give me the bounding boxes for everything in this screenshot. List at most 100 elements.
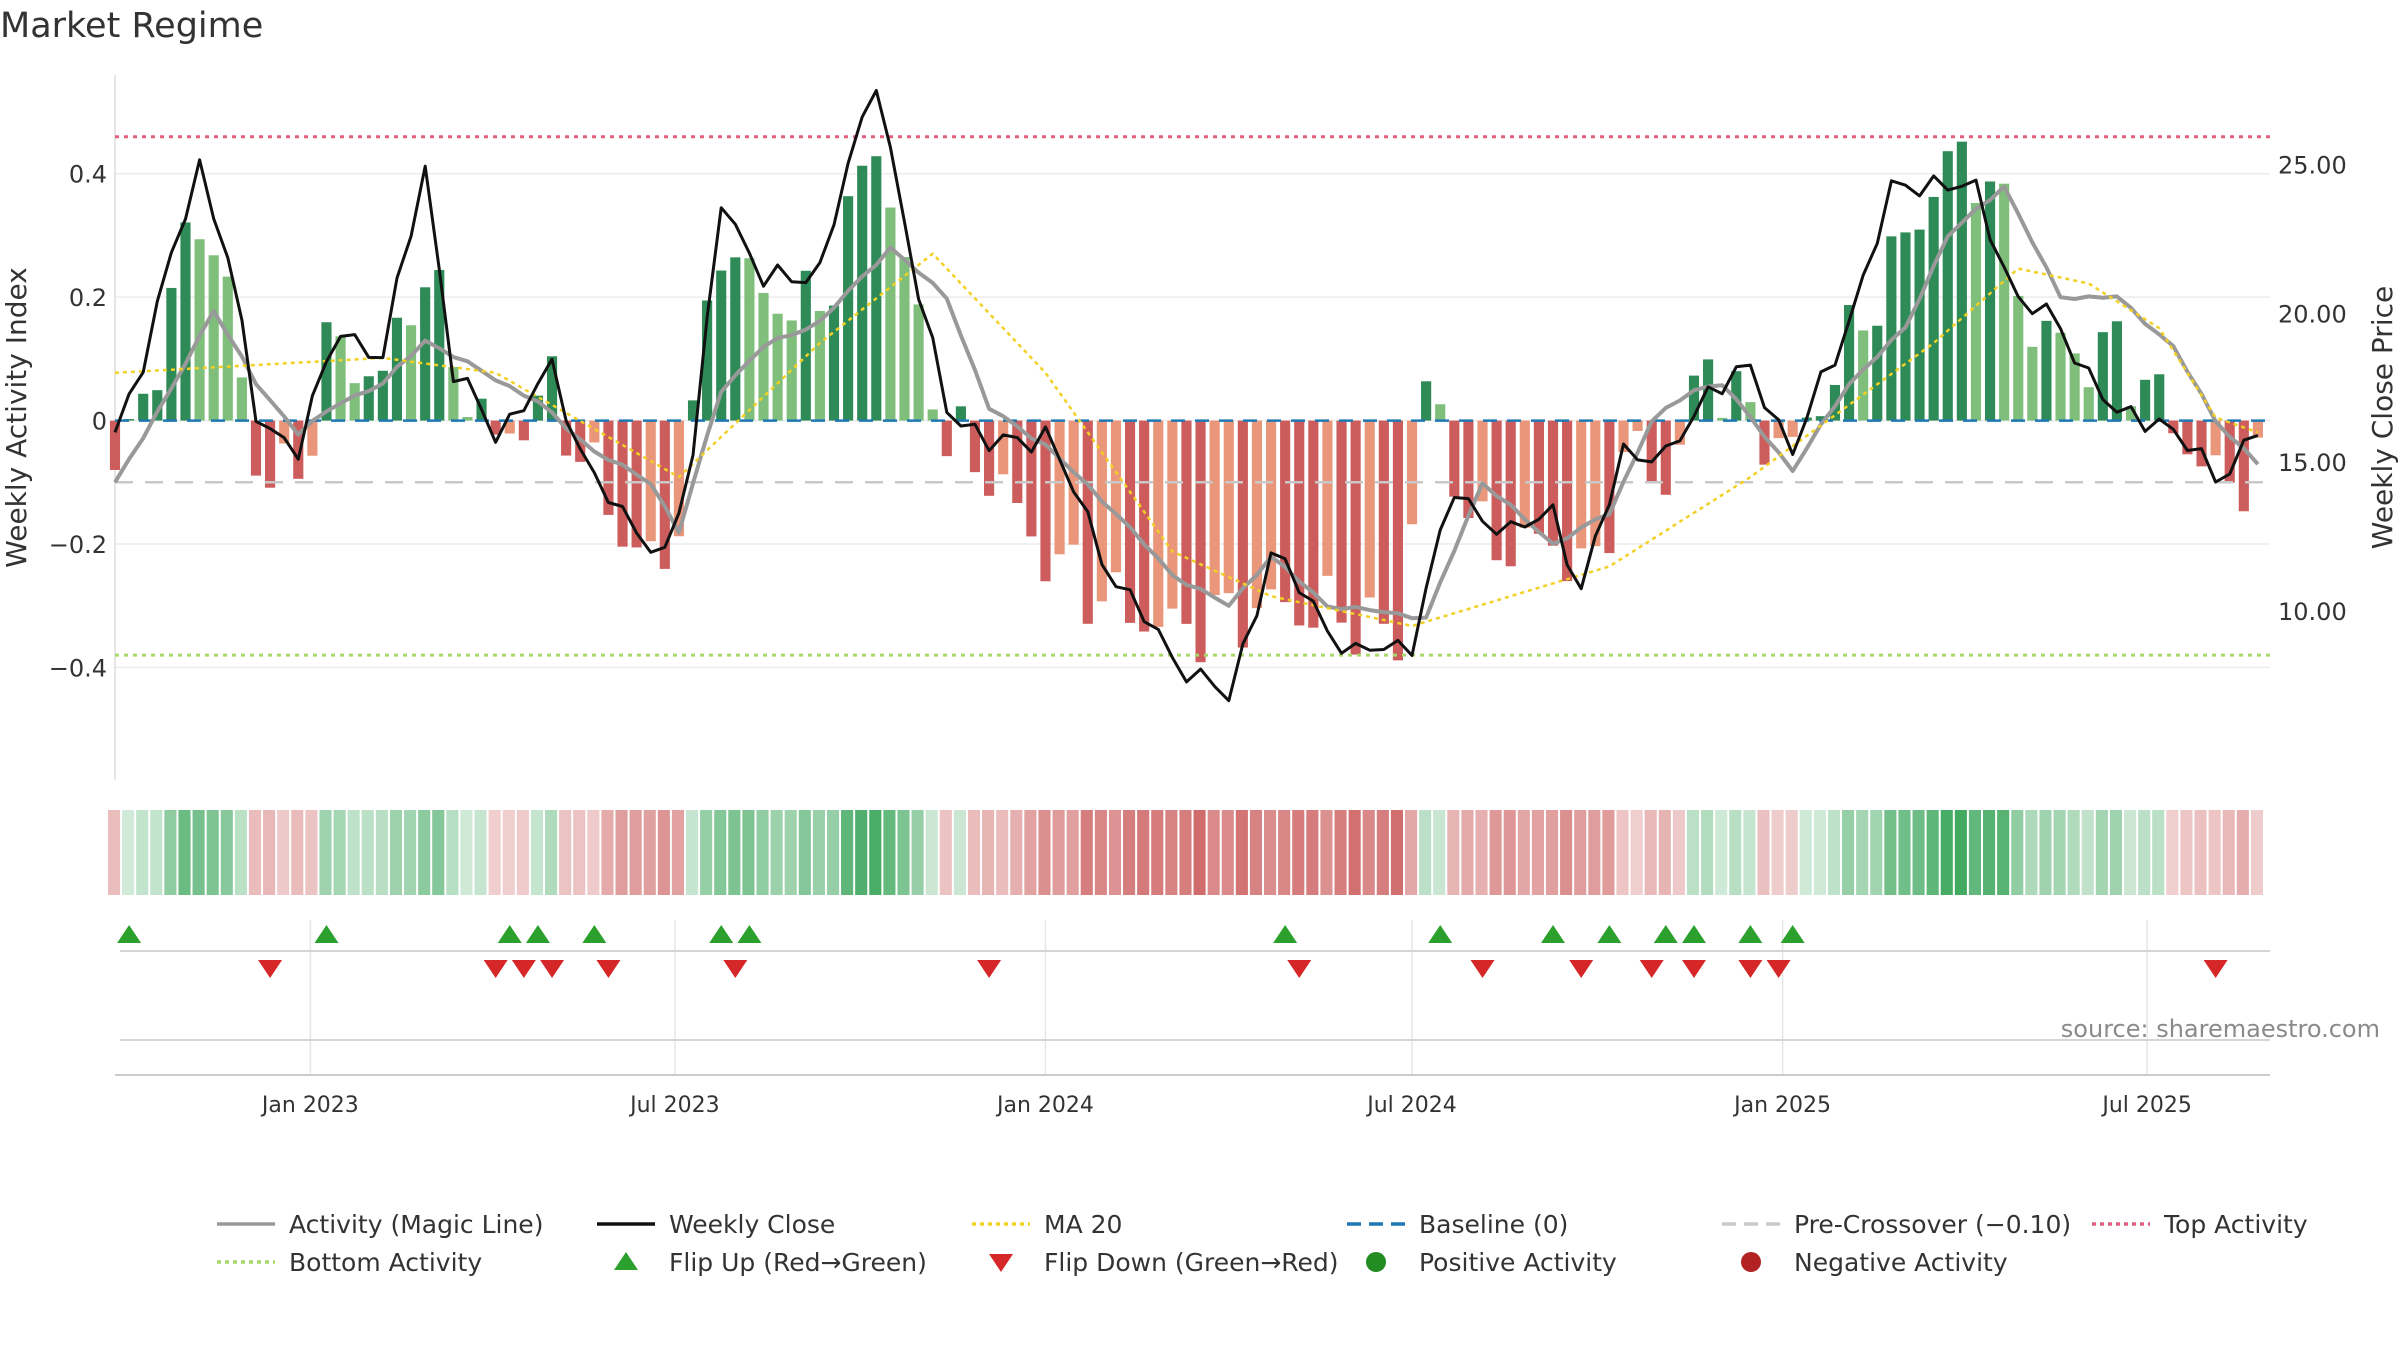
activity-bar — [2224, 420, 2235, 483]
regime-strip-cell — [869, 810, 882, 895]
flip-down-marker — [1639, 960, 1664, 978]
regime-strip-cell — [1193, 810, 1206, 895]
legend-label-ma20: MA 20 — [1044, 1209, 1123, 1239]
regime-strip-cell — [333, 810, 346, 895]
activity-bar — [1110, 420, 1122, 573]
regime-strip-cell — [460, 810, 473, 895]
weekly-close-line — [113, 89, 2259, 703]
regime-strip-cell — [728, 810, 741, 895]
activity-bar — [843, 196, 854, 421]
regime-strip-cell — [1672, 810, 1685, 895]
regime-strip-cell — [2236, 810, 2249, 895]
legend-item-flipup: Flip Up (Red→Green) — [595, 1244, 927, 1280]
activity-bar — [1237, 420, 1248, 648]
regime-strip-cell — [1560, 810, 1573, 895]
activity-bar — [800, 270, 811, 421]
regime-strip-cell — [897, 810, 910, 895]
flip-down-marker — [1470, 960, 1495, 978]
regime-strip-cell — [770, 810, 783, 895]
legend-item-bottom: Bottom Activity — [215, 1244, 482, 1280]
activity-bar — [1618, 420, 1629, 453]
source-label: source: sharemaestro.com — [2060, 1015, 2380, 1043]
activity-bar — [109, 420, 121, 470]
flip-up-marker — [314, 925, 339, 943]
activity-bar — [2111, 321, 2123, 421]
regime-strip-cell — [136, 810, 149, 895]
regime-strip-cell — [192, 810, 205, 895]
activity-bar — [1731, 371, 1742, 421]
activity-bar — [293, 420, 304, 479]
flip-up-marker — [1681, 925, 1706, 943]
activity-bar — [603, 420, 614, 515]
regime-strip-cell — [1884, 810, 1897, 895]
regime-strip-cell — [601, 810, 614, 895]
regime-strip-cell — [1602, 810, 1615, 895]
activity-bar — [1336, 420, 1347, 623]
legend-symbol-neg — [1741, 1252, 1761, 1272]
regime-strip-cell — [925, 810, 938, 895]
regime-strip-cell — [1517, 810, 1530, 895]
activity-bar — [1364, 420, 1375, 598]
legend-symbol-pre — [1722, 1222, 1780, 1226]
legend: Activity (Magic Line) Weekly Close MA 20 Ba… — [215, 1206, 2365, 1286]
legend-mark-flipup — [614, 1252, 638, 1270]
activity-bar — [420, 287, 431, 421]
activity-bar — [1308, 420, 1319, 628]
regime-strip-cell — [643, 810, 656, 895]
activity-bar — [1632, 420, 1643, 431]
legend-symbol-close — [597, 1222, 655, 1226]
activity-bar — [1167, 420, 1178, 609]
activity-bar — [1054, 420, 1065, 555]
x-tick-label: Jul 2023 — [628, 1093, 720, 1118]
legend-symbol-flipdown — [989, 1254, 1013, 1272]
legend-item-pre: Pre-Crossover (−0.10) — [1720, 1206, 2071, 1242]
regime-strip-cell — [742, 810, 755, 895]
regime-strip-cell — [1010, 810, 1023, 895]
activity-bar — [1745, 402, 1756, 421]
regime-strip-cell — [248, 810, 262, 895]
activity-bar — [984, 420, 995, 496]
activity-bar — [1068, 420, 1079, 545]
regime-strip-cell — [2250, 810, 2263, 895]
flip-up-marker — [737, 925, 762, 943]
activity-bar — [2055, 332, 2066, 421]
regime-strip-cell — [375, 810, 388, 895]
activity-bar — [1928, 196, 1939, 421]
activity-bar — [1251, 420, 1263, 609]
flip-down-marker — [1287, 960, 1312, 978]
activity-bar — [434, 270, 445, 421]
activity-bar — [124, 419, 135, 421]
flip-down-marker — [977, 960, 1002, 978]
y-axis-label: Weekly Activity Index — [0, 267, 33, 568]
legend-mark-flipdown — [989, 1254, 1013, 1272]
regime-strip-cell — [1348, 810, 1361, 895]
y2-tick-label: 25.00 — [2278, 151, 2347, 179]
flip-up-marker — [497, 925, 522, 943]
regime-strip-cell — [1757, 810, 1770, 895]
regime-strip-cell — [615, 810, 628, 895]
regime-strip-cell — [277, 810, 290, 895]
legend-mark-pos — [1366, 1252, 1386, 1272]
activity-bar — [885, 207, 896, 421]
activity-bar — [1843, 305, 1855, 421]
flip-down-marker — [723, 960, 748, 978]
regime-strip-cell — [1686, 810, 1700, 895]
regime-strip-cell — [1545, 810, 1559, 895]
y2-tick-label: 15.00 — [2278, 449, 2347, 477]
activity-bar — [2097, 332, 2108, 421]
activity-bar — [744, 258, 755, 421]
regime-strip-cell — [1108, 810, 1122, 895]
activity-bar — [405, 325, 417, 421]
activity-bar — [857, 165, 868, 421]
flip-up-marker — [1428, 925, 1453, 943]
regime-strip-cell — [1997, 810, 2010, 895]
activity-bar — [561, 420, 572, 456]
regime-strip-cell — [2067, 810, 2080, 895]
activity-bar — [1153, 420, 1164, 627]
activity-bar — [1519, 420, 1530, 528]
y-tick-label: 0.4 — [69, 161, 107, 189]
activity-bar — [673, 420, 684, 537]
flip-up-marker — [1541, 925, 1566, 943]
regime-strip-cell — [573, 810, 586, 895]
legend-symbol-ma20 — [972, 1222, 1030, 1226]
